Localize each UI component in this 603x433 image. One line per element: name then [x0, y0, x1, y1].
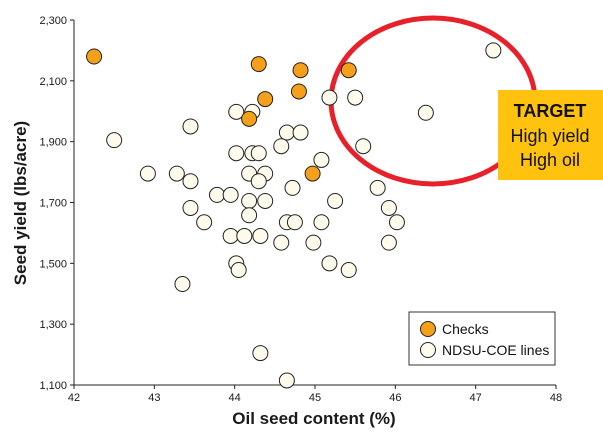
data-point-ndsu-coe-line [485, 42, 502, 59]
data-point-ndsu-coe-line [380, 234, 397, 251]
data-point-ndsu-coe-line [174, 276, 191, 293]
data-point-ndsu-coe-line [388, 214, 405, 231]
data-point-check [257, 91, 274, 108]
data-point-ndsu-coe-line [273, 234, 290, 251]
legend: Checks NDSU-COE lines [408, 311, 556, 366]
data-point-ndsu-coe-line [321, 255, 338, 272]
data-point-ndsu-coe-line [417, 104, 434, 121]
y-tick-label: 1,300 [39, 319, 67, 331]
x-tick-label: 47 [470, 392, 482, 404]
y-tick-label: 1,500 [39, 258, 67, 270]
data-point-ndsu-coe-line [241, 192, 258, 209]
y-tick-label: 2,100 [39, 76, 67, 88]
data-point-ndsu-coe-line [327, 192, 344, 209]
data-point-check [241, 110, 258, 127]
x-tick-label: 48 [550, 392, 562, 404]
legend-box [408, 311, 556, 366]
data-point-ndsu-coe-line [369, 179, 386, 196]
x-axis-title: Oil seed content (%) [232, 409, 395, 428]
legend-swatch-checks [420, 321, 436, 337]
data-point-ndsu-coe-line [286, 214, 303, 231]
data-point-ndsu-coe-line [321, 89, 338, 106]
data-point-ndsu-coe-line [347, 89, 364, 106]
data-point-check [290, 83, 307, 100]
data-point-ndsu-coe-line [106, 132, 123, 149]
data-point-ndsu-coe-line [236, 227, 253, 244]
data-point-ndsu-coe-line [208, 186, 225, 203]
y-tick-label: 1,700 [39, 198, 67, 210]
data-point-ndsu-coe-line [222, 227, 239, 244]
data-point-ndsu-coe-line [250, 173, 267, 190]
x-tick-label: 42 [68, 392, 80, 404]
x-tick-label: 43 [148, 392, 160, 404]
data-point-ndsu-coe-line [182, 173, 199, 190]
target-line-1: High yield [510, 126, 589, 146]
y-tick-label: 1,900 [39, 137, 67, 149]
data-point-ndsu-coe-line [230, 262, 247, 279]
data-point-check [292, 62, 309, 79]
legend-label-checks: Checks [442, 321, 489, 337]
legend-swatch-ndsu-coe-lines [420, 342, 436, 358]
data-point-ndsu-coe-line [273, 138, 290, 155]
data-point-ndsu-coe-line [313, 151, 330, 168]
data-point-ndsu-coe-line [380, 199, 397, 216]
data-point-ndsu-coe-line [182, 118, 199, 135]
data-point-ndsu-coe-line [355, 138, 372, 155]
data-point-ndsu-coe-line [278, 124, 295, 141]
data-point-ndsu-coe-line [284, 179, 301, 196]
y-tick-label: 1,100 [39, 380, 67, 392]
data-point-ndsu-coe-line [196, 214, 213, 231]
x-tick-label: 44 [229, 392, 241, 404]
data-point-ndsu-coe-line [257, 192, 274, 209]
x-tick-label: 45 [309, 392, 321, 404]
data-point-ndsu-coe-line [340, 262, 357, 279]
data-point-check [250, 56, 267, 73]
data-point-ndsu-coe-line [313, 214, 330, 231]
data-point-ndsu-coe-line [305, 234, 322, 251]
data-point-ndsu-coe-line [228, 145, 245, 162]
y-tick-label: 2,300 [39, 15, 67, 27]
data-point-ndsu-coe-line [222, 186, 239, 203]
data-point-ndsu-coe-line [278, 372, 295, 389]
legend-label-ndsu-coe-lines: NDSU-COE lines [442, 342, 549, 358]
y-axis-title: Seed yield (lbs/acre) [11, 121, 30, 285]
data-point-check [86, 48, 103, 65]
data-point-ndsu-coe-line [252, 227, 269, 244]
data-point-ndsu-coe-line [182, 199, 199, 216]
target-box [498, 90, 603, 180]
data-point-ndsu-coe-line [252, 345, 269, 362]
data-point-check [340, 62, 357, 79]
target-line-2: High oil [520, 150, 580, 170]
data-point-ndsu-coe-line [168, 165, 185, 182]
data-point-ndsu-coe-line [250, 145, 267, 162]
target-annotation: TARGET High yield High oil [498, 90, 603, 180]
data-point-ndsu-coe-line [292, 124, 309, 141]
data-point-ndsu-coe-line [139, 165, 156, 182]
data-point-check [304, 165, 321, 182]
data-point-ndsu-coe-line [228, 103, 245, 120]
data-point-ndsu-coe-line [241, 207, 258, 224]
x-tick-label: 46 [389, 392, 401, 404]
target-title: TARGET [514, 101, 587, 121]
